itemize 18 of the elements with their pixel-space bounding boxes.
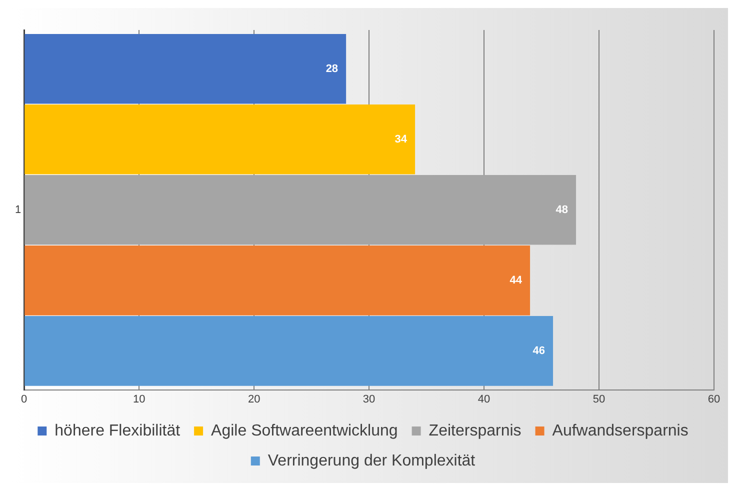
- data-label: 34: [394, 133, 408, 146]
- legend-label: Agile Softwareentwicklung: [211, 422, 398, 440]
- x-tick-label: 30: [362, 393, 376, 406]
- x-tick-label: 40: [478, 393, 490, 406]
- y-tick-label: 1: [14, 204, 22, 216]
- x-tick-label: 10: [132, 393, 146, 406]
- legend-label: höhere Flexibilität: [54, 422, 181, 440]
- legend-label: Aufwandsersparnis: [552, 422, 688, 440]
- x-tick-label: 50: [592, 393, 606, 406]
- data-label: 44: [510, 274, 523, 286]
- legend-label: Verringerung der Komplexität: [268, 452, 476, 470]
- x-tick-label: 0: [21, 393, 28, 406]
- x-tick-label: 20: [248, 393, 260, 406]
- legend-label: Zeitersparnis: [428, 422, 522, 440]
- data-label: 28: [326, 62, 338, 75]
- data-label: 48: [556, 204, 568, 216]
- data-label: 46: [532, 344, 546, 357]
- x-tick-label: 60: [708, 393, 720, 406]
